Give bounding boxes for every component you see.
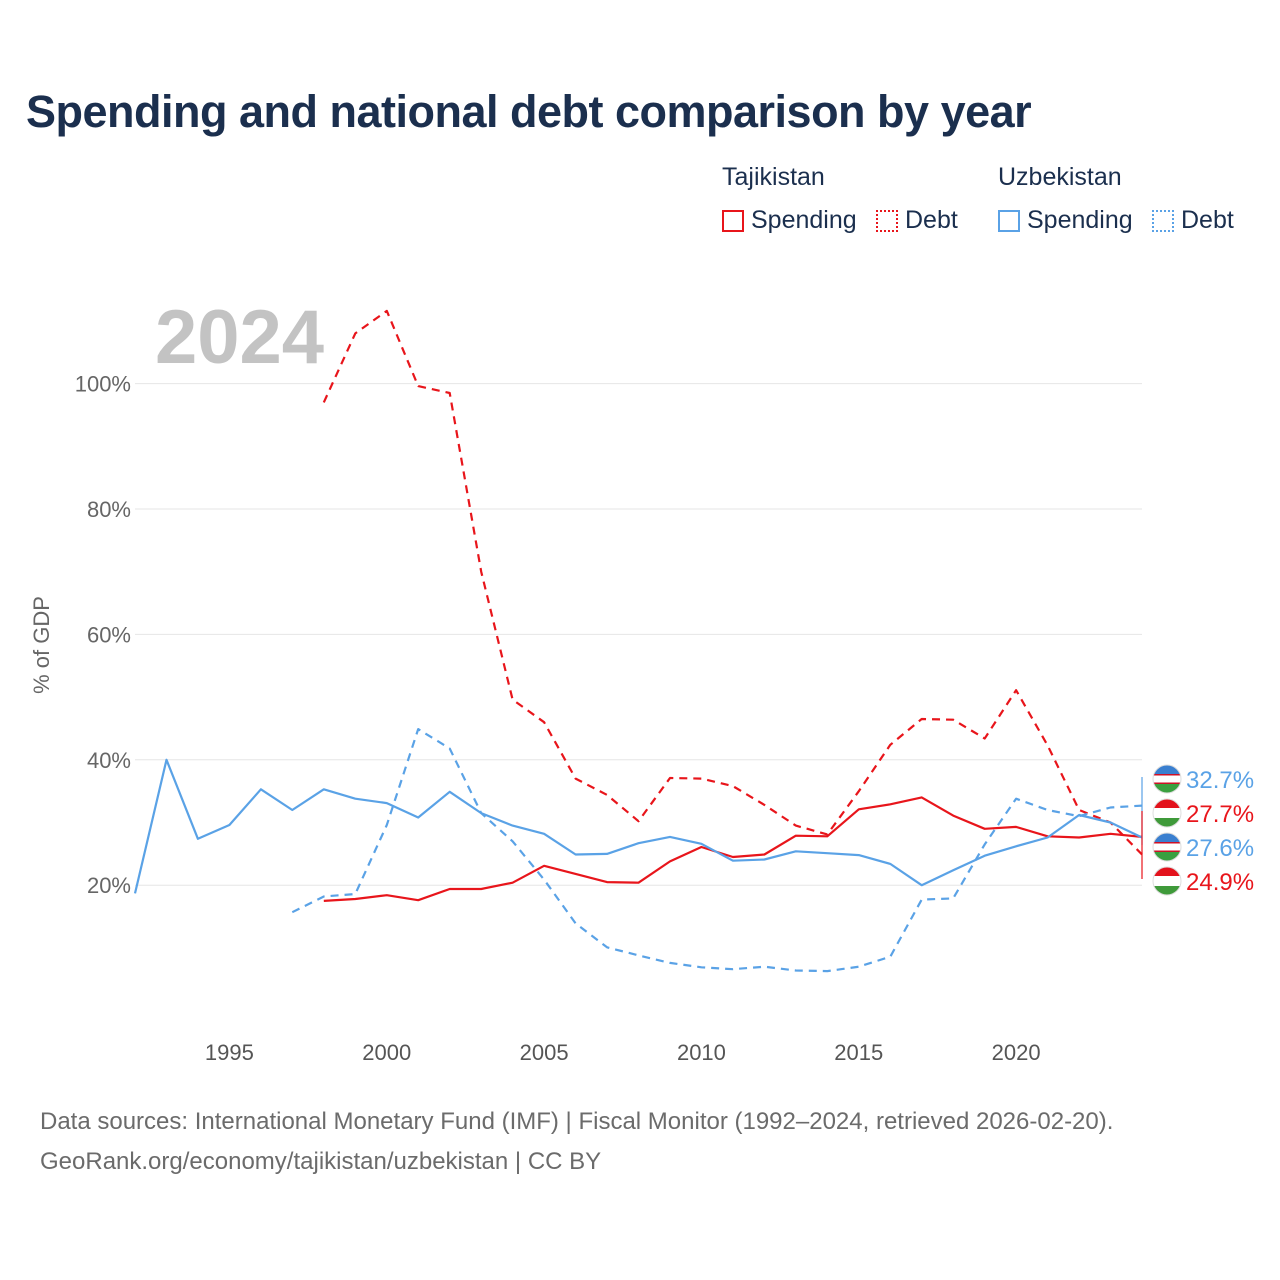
end-value-label: 24.9%	[1186, 869, 1254, 896]
legend-group-tajikistan: Tajikistan	[722, 163, 825, 191]
data-sources: Data sources: International Monetary Fun…	[40, 1108, 1114, 1135]
series-line-uzbekistan-spending	[133, 758, 1143, 894]
x-tick-label: 2020	[992, 1040, 1041, 1065]
y-axis-label: % of GDP	[29, 596, 54, 694]
legend-swatch-dotted	[1152, 209, 1174, 232]
x-tick-label: 2015	[834, 1040, 883, 1065]
uzbekistan-flag-icon	[1152, 764, 1182, 794]
legend-uzbekistan-spending[interactable]: Spending	[998, 206, 1133, 235]
y-tick-label: 100%	[75, 372, 131, 397]
y-tick-label: 40%	[87, 748, 131, 773]
legend-label: Debt	[1181, 206, 1234, 234]
legend-tajikistan-spending[interactable]: Spending	[722, 206, 857, 235]
legend-label: Spending	[751, 206, 857, 234]
legend-swatch-solid	[722, 209, 744, 232]
legend-swatch-dotted	[876, 209, 898, 232]
attribution-link[interactable]: GeoRank.org/economy/tajikistan/uzbekista…	[40, 1148, 602, 1175]
legend-group-uzbekistan: Uzbekistan	[998, 163, 1122, 191]
legend-tajikistan-debt[interactable]: Debt	[876, 206, 958, 235]
chart-title: Spending and national debt comparison by…	[26, 86, 1032, 137]
end-value-label: 27.6%	[1186, 835, 1254, 862]
x-tick-label: 1995	[205, 1040, 254, 1065]
legend-label: Debt	[905, 206, 958, 234]
series-line-tajikistan-debt	[322, 309, 1143, 856]
series-line-tajikistan-spending	[323, 796, 1143, 902]
y-tick-label: 20%	[87, 873, 131, 898]
y-tick-label: 60%	[87, 622, 131, 647]
end-value-label: 27.7%	[1186, 801, 1254, 828]
legend-swatch-solid	[998, 209, 1020, 232]
series-line-uzbekistan-debt	[291, 727, 1143, 973]
end-value-label: 32.7%	[1186, 767, 1254, 794]
legend-label: Spending	[1027, 206, 1133, 234]
legend-uzbekistan-debt[interactable]: Debt	[1152, 206, 1234, 235]
tajikistan-flag-icon	[1152, 866, 1182, 896]
x-tick-label: 2005	[520, 1040, 569, 1065]
tajikistan-flag-icon	[1152, 798, 1182, 828]
uzbekistan-flag-icon	[1152, 832, 1182, 862]
x-tick-label: 2000	[362, 1040, 411, 1065]
x-tick-label: 2010	[677, 1040, 726, 1065]
year-label: 2024	[155, 295, 324, 380]
y-tick-label: 80%	[87, 497, 131, 522]
